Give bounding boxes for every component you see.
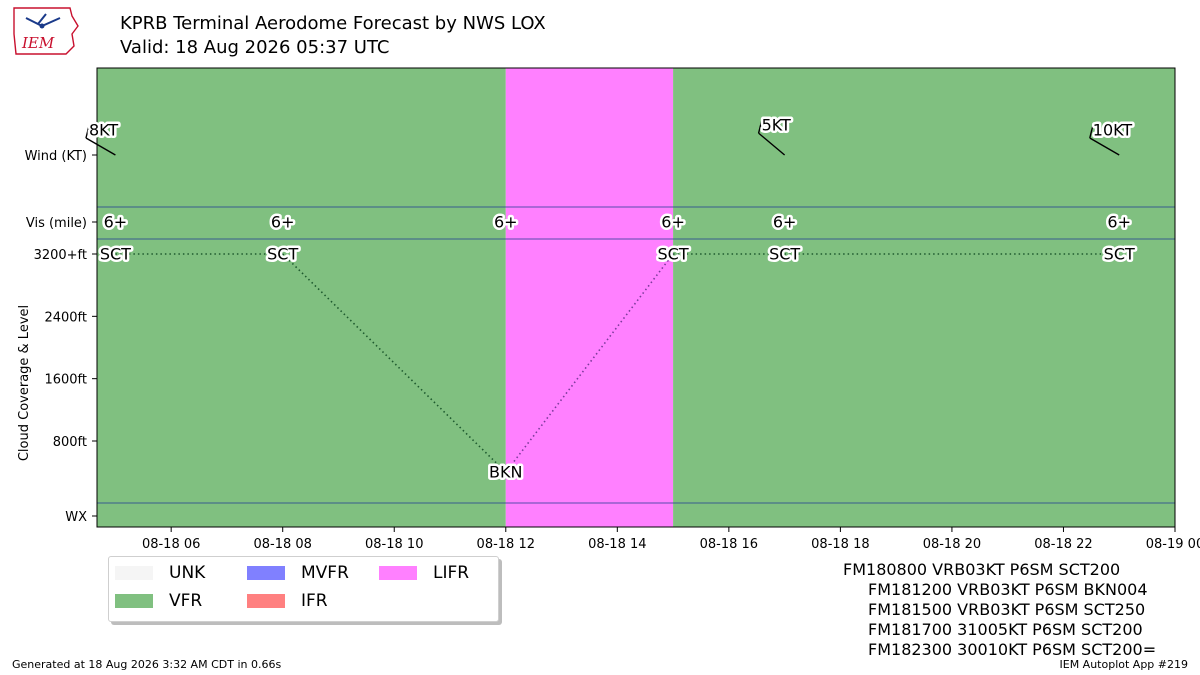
legend-label: UNK: [169, 563, 206, 583]
y-axis-label: Cloud Coverage & Level: [17, 305, 32, 461]
y-tick-label: 2400ft: [44, 310, 87, 325]
x-tick-label: 08-18 10: [365, 537, 423, 552]
visibility-label-halo: 6+: [271, 213, 295, 232]
wind-speed-label: 10KT: [1093, 121, 1133, 140]
category-band-lifr: [505, 68, 674, 527]
cloud-cover-label-halo: BKN: [489, 463, 522, 482]
y-tick-label: 800ft: [53, 435, 87, 450]
x-tick-label: 08-18 20: [923, 537, 981, 552]
legend-item-unk: UNK: [115, 563, 205, 583]
y-tick-label: 1600ft: [44, 373, 87, 388]
category-band-vfr: [673, 68, 1175, 527]
x-tick-label: 08-18 06: [142, 537, 200, 552]
wind-barb-shaft: [85, 137, 116, 156]
legend-item-ifr: IFR: [247, 591, 328, 611]
legend: UNK VFR MVFR IFR LIFR: [108, 556, 499, 622]
legend-label: VFR: [169, 591, 203, 611]
cloud-cover-label: SCT: [658, 245, 689, 264]
legend-swatch: [115, 594, 153, 608]
taf-line: FM182300 30010KT P6SM SCT200=: [868, 640, 1157, 659]
legend-item-lifr: LIFR: [379, 563, 469, 583]
legend-swatch: [115, 566, 153, 580]
logo-text: IEM: [21, 34, 55, 52]
x-tick-label: 08-18 16: [700, 537, 758, 552]
cloud-cover-label-halo: SCT: [100, 245, 131, 264]
legend-label: IFR: [301, 591, 328, 611]
y-row-label: Wind (KT): [25, 149, 87, 164]
legend-item-mvfr: MVFR: [247, 563, 349, 583]
cloud-cover-label-halo: SCT: [267, 245, 298, 264]
legend-swatch: [247, 594, 285, 608]
taf-line: FM180800 VRB03KT P6SM SCT200: [843, 560, 1121, 579]
taf-line: FM181500 VRB03KT P6SM SCT250: [868, 600, 1146, 619]
visibility-label-halo: 6+: [661, 213, 685, 232]
wind-barb-feather: [1089, 125, 1094, 139]
visibility-label-halo: 6+: [104, 213, 128, 232]
visibility-label: 6+: [104, 213, 128, 232]
cloud-cover-label: SCT: [267, 245, 298, 264]
cloud-cover-label-halo: SCT: [769, 245, 800, 264]
wind-speed-label: 5KT: [762, 116, 791, 135]
iem-logo: IEM: [13, 7, 79, 55]
visibility-label-halo: 6+: [773, 213, 797, 232]
visibility-label: 6+: [271, 213, 295, 232]
cloud-cover-label: BKN: [489, 463, 522, 482]
y-tick-label: 3200+ft: [34, 248, 87, 263]
footer-generated: Generated at 18 Aug 2026 3:32 AM CDT in …: [12, 658, 282, 671]
wind-barb-shaft: [1089, 137, 1120, 156]
taf-line: FM181700 31005KT P6SM SCT200: [868, 620, 1143, 639]
category-band-vfr: [97, 68, 506, 527]
y-row-label: Vis (mile): [26, 216, 87, 231]
legend-swatch: [247, 566, 285, 580]
wind-barb-feather: [757, 120, 763, 134]
x-tick-label: 08-18 08: [253, 537, 311, 552]
cloud-cover-label-halo: SCT: [658, 245, 689, 264]
visibility-label: 6+: [773, 213, 797, 232]
visibility-label-halo: 6+: [494, 213, 518, 232]
visibility-label: 6+: [494, 213, 518, 232]
cloud-cover-label: SCT: [1104, 245, 1135, 264]
cloud-line-segment: [505, 253, 674, 473]
cloud-cover-label: SCT: [769, 245, 800, 264]
visibility-label: 6+: [1107, 213, 1131, 232]
plot-frame: [96, 67, 1176, 528]
cloud-cover-label-halo: SCT: [1104, 245, 1135, 264]
legend-label: LIFR: [433, 563, 470, 583]
x-tick-label: 08-18 22: [1034, 537, 1092, 552]
wind-barb-shaft: [758, 132, 786, 156]
cloud-cover-label: SCT: [100, 245, 131, 264]
x-tick-label: 08-18 18: [811, 537, 869, 552]
x-tick-label: 08-18 14: [588, 537, 646, 552]
visibility-label-halo: 6+: [1107, 213, 1131, 232]
chart-subtitle: Valid: 18 Aug 2026 05:37 UTC: [120, 37, 390, 58]
chart-title: KPRB Terminal Aerodome Forecast by NWS L…: [120, 13, 546, 34]
y-row-label: WX: [65, 510, 87, 525]
legend-label: MVFR: [301, 563, 349, 583]
x-tick-label: 08-18 12: [477, 537, 535, 552]
wind-speed-label-halo: 10KT: [1093, 121, 1133, 140]
footer-app: IEM Autoplot App #219: [1059, 658, 1189, 671]
legend-item-vfr: VFR: [115, 591, 202, 611]
legend-swatch: [379, 566, 417, 580]
wind-barb-feather: [85, 125, 90, 139]
wind-speed-label-halo: 5KT: [762, 116, 791, 135]
wind-speed-label-halo: 8KT: [89, 121, 118, 140]
wind-speed-label: 8KT: [89, 121, 118, 140]
x-tick-label: 08-19 00: [1146, 537, 1200, 552]
taf-line: FM181200 VRB03KT P6SM BKN004: [868, 580, 1148, 599]
visibility-label: 6+: [661, 213, 685, 232]
